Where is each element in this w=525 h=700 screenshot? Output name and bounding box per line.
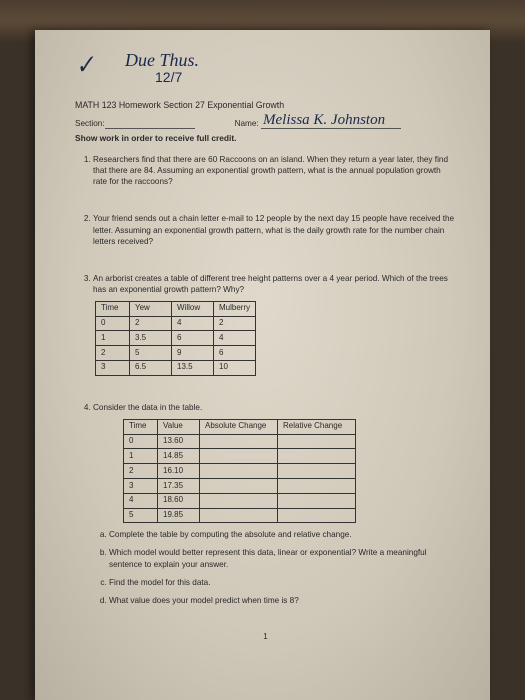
table-row: 13.564: [96, 331, 256, 346]
table-header: Yew: [130, 301, 172, 316]
question-4d: What value does your model predict when …: [109, 595, 456, 606]
question-4c: Find the model for this data.: [109, 577, 456, 588]
table-header: Absolute Change: [200, 419, 278, 434]
table-header: Mulberry: [214, 301, 256, 316]
table-header: Relative Change: [278, 419, 356, 434]
question-4-text: Consider the data in the table.: [93, 403, 202, 412]
value-table: Time Value Absolute Change Relative Chan…: [123, 419, 356, 524]
checkmark: ✓: [72, 49, 97, 84]
sub-question-list: Complete the table by computing the abso…: [93, 529, 456, 605]
question-4b: Which model would better represent this …: [109, 547, 456, 569]
worksheet-paper: ✓ Due Thus. 12/7 MATH 123 Homework Secti…: [35, 30, 490, 700]
question-4: Consider the data in the table. Time Val…: [93, 402, 456, 606]
question-3: An arborist creates a table of different…: [93, 273, 456, 376]
instruction-text: Show work in order to receive full credi…: [75, 133, 456, 144]
section-field: Section:: [75, 118, 195, 129]
table-row: 013.60: [124, 434, 356, 449]
table-row: 36.513.510: [96, 360, 256, 375]
table-row: 216.10: [124, 464, 356, 479]
tree-table: Time Yew Willow Mulberry 0242 13.564 259…: [95, 301, 256, 376]
worksheet-header: MATH 123 Homework Section 27 Exponential…: [75, 100, 456, 144]
table-header: Willow: [172, 301, 214, 316]
section-label: Section:: [75, 119, 105, 128]
question-3-text: An arborist creates a table of different…: [93, 274, 448, 294]
question-1: Researchers find that there are 60 Racco…: [93, 154, 456, 187]
table-row: 0242: [96, 316, 256, 331]
table-row: 317.35: [124, 479, 356, 494]
table-header: Time: [124, 419, 158, 434]
page-number: 1: [75, 632, 456, 643]
table-row: Time Value Absolute Change Relative Chan…: [124, 419, 356, 434]
table-row: Time Yew Willow Mulberry: [96, 301, 256, 316]
table-row: 519.85: [124, 508, 356, 523]
table-header: Value: [158, 419, 200, 434]
table-row: 418.60: [124, 493, 356, 508]
handwritten-date: 12/7: [155, 68, 182, 87]
table-row: 114.85: [124, 449, 356, 464]
table-header: Time: [96, 301, 130, 316]
question-4a: Complete the table by computing the abso…: [109, 529, 456, 540]
table-row: 2596: [96, 346, 256, 361]
question-list: Researchers find that there are 60 Racco…: [75, 154, 456, 605]
handwritten-name: Melissa K. Johnston: [263, 110, 385, 130]
question-2: Your friend sends out a chain letter e-m…: [93, 213, 456, 246]
name-label: Name:: [235, 119, 259, 128]
name-field: Name: Melissa K. Johnston: [235, 118, 401, 129]
